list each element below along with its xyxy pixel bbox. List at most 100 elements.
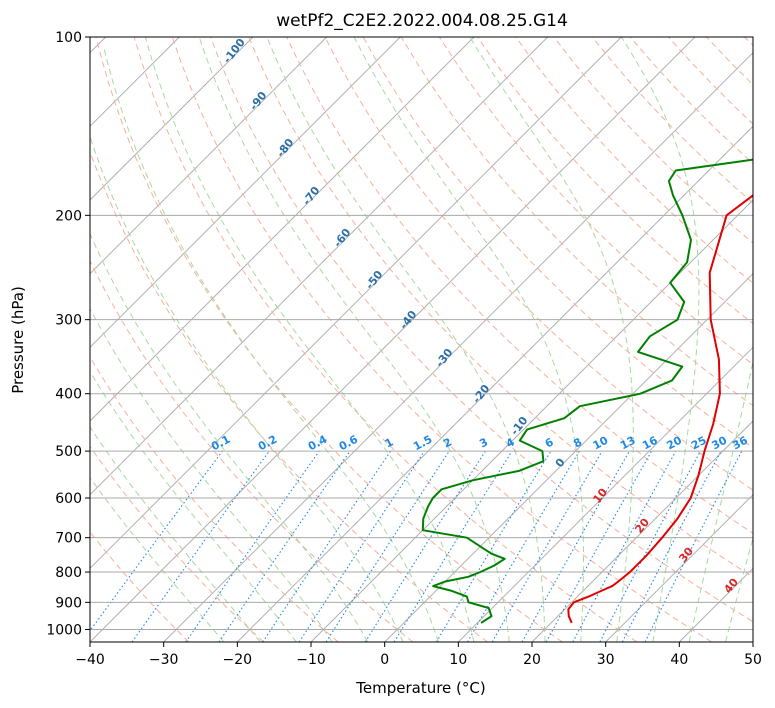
mixing-ratio-line: [185, 450, 320, 642]
mixing-ratio-label: 1.5: [411, 433, 434, 454]
mixing-ratio-line: [218, 450, 351, 642]
temperature-profile-line: [567, 194, 753, 624]
isotherm-line: [236, 125, 753, 642]
mixing-ratio-line: [435, 450, 552, 642]
dry-adiabat-label: -100: [221, 36, 248, 66]
moist-adiabat-line: [725, 536, 753, 642]
dry-adiabat-label: -80: [274, 136, 297, 160]
dry-adiabat-label: -70: [300, 184, 323, 208]
isotherm-line: [531, 420, 753, 642]
mixing-ratio-label: 3: [477, 435, 490, 450]
y-tick-label: 800: [55, 565, 82, 581]
moist-adiabat-line: [90, 370, 297, 642]
y-axis-label: Pressure (hPa): [9, 286, 27, 394]
dry-adiabat-line: [706, 37, 753, 86]
dry-adiabat-line: [324, 37, 753, 491]
x-tick-label: −10: [296, 652, 326, 668]
dry-adiabat-line: [248, 37, 753, 578]
profile-series: [421, 158, 753, 624]
isotherm-line: [90, 37, 328, 275]
dry-adiabat-label: -30: [433, 346, 456, 370]
moist-adiabat-line: [144, 37, 475, 642]
x-tick-label: 10: [449, 652, 467, 668]
dry-adiabat-line: [210, 37, 753, 623]
isotherm-line: [605, 493, 753, 642]
moist-adiabat-line: [90, 307, 333, 642]
x-tick-label: −40: [75, 652, 105, 668]
isotherm-line: [90, 37, 696, 642]
dewpoint-profile-line: [421, 158, 753, 624]
moist-adiabat-line: [688, 359, 753, 642]
isotherm-line: [310, 199, 753, 642]
mixing-ratio-line: [364, 450, 486, 642]
mixing-ratio-label: 36: [730, 434, 750, 453]
mixing-ratio-line: [90, 450, 223, 632]
y-tick-label: 400: [55, 387, 82, 403]
mixing-ratio-line: [262, 450, 392, 642]
dry-adiabat-label: -60: [331, 226, 354, 250]
moist-adiabat-line: [469, 37, 634, 642]
mixing-ratio-label: 10: [591, 434, 611, 453]
y-tick-label: 900: [55, 595, 82, 611]
mixing-ratio-line: [298, 450, 425, 642]
x-tick-label: 40: [670, 652, 688, 668]
moist-adiabat-line: [266, 37, 546, 642]
dry-adiabat-label: -10: [508, 414, 531, 438]
x-axis: −40 −30 −20 −10 0 10 20 30 40 50: [75, 642, 762, 668]
dry-adiabat-label: -20: [470, 382, 493, 406]
isotherm-line: [163, 51, 753, 642]
moist-adiabat-line: [90, 476, 225, 642]
dry-adiabat-label: -90: [247, 89, 270, 113]
mixing-ratio-label: 25: [689, 434, 709, 453]
moist-adiabat-label: 30: [676, 545, 696, 565]
moist-adiabat-line: [90, 135, 404, 642]
mixing-ratio-label: 30: [710, 434, 730, 453]
isotherm-line: [90, 37, 549, 496]
y-tick-label: 200: [55, 208, 82, 224]
mixing-ratio-line: [545, 450, 653, 642]
y-tick-label: 500: [55, 444, 82, 460]
x-axis-label: Temperature (°C): [355, 679, 485, 697]
x-tick-label: −20: [223, 652, 253, 668]
dry-adiabat-line: [133, 37, 638, 642]
moist-adiabat-line: [90, 426, 261, 642]
y-tick-label: 700: [55, 531, 82, 547]
moist-adiabat-line: [90, 232, 369, 642]
dry-adiabat-label: -50: [363, 268, 386, 292]
moist-adiabat-label: 20: [632, 516, 652, 536]
moist-adiabat-label: 0: [553, 456, 568, 470]
chart-title: wetPf2_C2E2.2022.004.08.25.G14: [276, 11, 568, 31]
y-axis: 100 200 300 400 500 600 700 800 900 1000: [46, 30, 90, 638]
mixing-ratio-line: [131, 450, 270, 642]
pressure-grid: [90, 37, 753, 630]
mixing-ratio-label: 0.6: [337, 433, 361, 454]
isotherm-line: [752, 641, 753, 642]
y-tick-label: 600: [55, 491, 82, 507]
dry-adiabat-line: [90, 531, 190, 642]
x-tick-label: −30: [149, 652, 179, 668]
dry-adiabat-line: [553, 37, 753, 244]
dry-adiabat-line: [515, 37, 753, 284]
dry-adiabat-line: [90, 150, 488, 642]
y-tick-label: 300: [55, 313, 82, 329]
x-tick-label: 50: [744, 652, 762, 668]
dry-adiabat-line: [171, 37, 712, 642]
mixing-ratio-label: 6: [543, 435, 556, 450]
mixing-ratio-line: [393, 450, 513, 642]
dry-adiabat-line: [95, 37, 563, 642]
mixing-ratio-line: [325, 450, 450, 642]
dry-adiabat-label: -40: [397, 308, 420, 332]
mixing-ratio-label: 0.2: [256, 433, 279, 454]
dry-adiabat-line: [90, 356, 339, 642]
moist-adiabat-line: [620, 37, 700, 642]
mixing-ratio-label: 20: [664, 434, 684, 453]
mixing-ratio-line: [572, 450, 677, 642]
mixing-ratio-label: 13: [618, 434, 638, 453]
x-tick-label: 20: [523, 652, 541, 668]
moist-adiabat-label: 10: [590, 486, 610, 506]
isotherm-line: [90, 37, 254, 201]
mixing-ratio-line: [644, 450, 743, 642]
mixing-ratio-label: 8: [571, 435, 584, 450]
moist-adiabat-line: [198, 37, 510, 642]
